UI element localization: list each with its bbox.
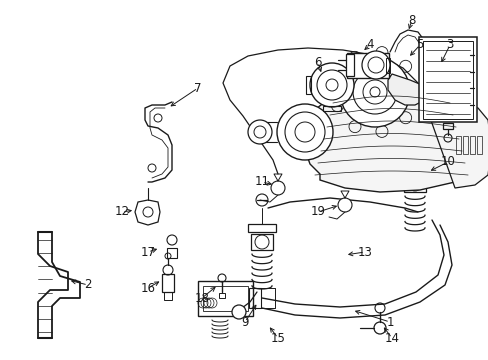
Text: 4: 4 xyxy=(366,39,373,51)
Text: 10: 10 xyxy=(440,156,454,168)
Text: 15: 15 xyxy=(270,332,285,345)
Polygon shape xyxy=(305,88,474,192)
Text: 2: 2 xyxy=(84,279,92,292)
Polygon shape xyxy=(427,100,488,188)
Circle shape xyxy=(270,181,285,195)
Text: 9: 9 xyxy=(241,315,248,328)
Bar xyxy=(346,54,353,76)
Circle shape xyxy=(337,198,351,212)
Circle shape xyxy=(373,322,385,334)
Bar xyxy=(163,292,172,300)
Text: 6: 6 xyxy=(314,55,321,68)
Text: 11: 11 xyxy=(254,175,269,189)
Bar xyxy=(247,224,275,232)
Text: 5: 5 xyxy=(415,39,423,51)
Text: 16: 16 xyxy=(140,282,155,294)
Circle shape xyxy=(276,104,332,160)
Bar xyxy=(162,274,174,292)
Bar xyxy=(250,234,272,250)
Bar xyxy=(305,76,310,94)
Bar xyxy=(454,136,460,154)
Bar xyxy=(462,136,467,154)
Bar xyxy=(385,58,389,72)
Text: 18: 18 xyxy=(194,292,209,305)
Bar xyxy=(442,123,452,129)
Bar xyxy=(346,53,388,77)
Text: 7: 7 xyxy=(194,81,202,94)
Text: 13: 13 xyxy=(357,246,372,258)
Text: 8: 8 xyxy=(407,13,415,27)
Text: 1: 1 xyxy=(386,315,393,328)
Bar xyxy=(468,136,473,154)
Bar xyxy=(202,285,247,310)
Polygon shape xyxy=(387,74,427,105)
Text: 19: 19 xyxy=(310,206,325,219)
Bar xyxy=(197,280,252,315)
Polygon shape xyxy=(135,200,160,225)
Bar xyxy=(167,248,177,258)
Text: 17: 17 xyxy=(140,246,155,258)
Bar xyxy=(403,176,425,192)
Bar xyxy=(219,292,224,297)
Bar xyxy=(418,37,476,122)
Bar xyxy=(248,288,261,308)
Text: 14: 14 xyxy=(384,332,399,345)
Circle shape xyxy=(361,51,389,79)
Circle shape xyxy=(247,120,271,144)
Text: 12: 12 xyxy=(114,206,129,219)
Bar xyxy=(323,107,340,112)
Circle shape xyxy=(231,305,245,319)
Circle shape xyxy=(309,63,353,107)
Bar xyxy=(400,166,428,174)
Bar xyxy=(475,136,481,154)
Text: 3: 3 xyxy=(446,39,453,51)
Circle shape xyxy=(339,57,409,127)
Bar xyxy=(422,41,472,119)
